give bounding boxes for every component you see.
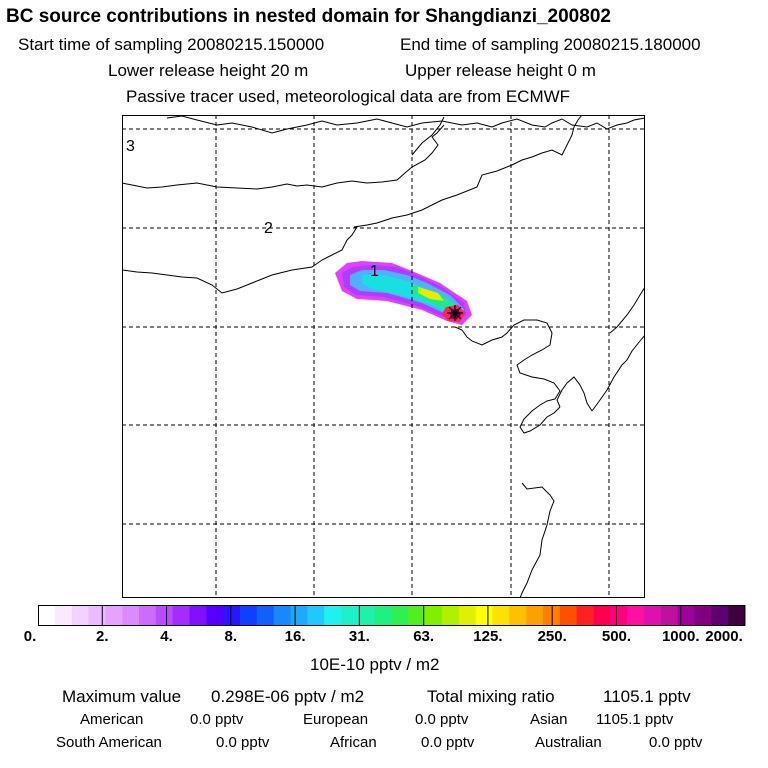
colorbar-cell — [223, 605, 241, 626]
region-value: 0.0 pptv — [190, 711, 244, 728]
border-line — [166, 115, 645, 134]
coastline — [519, 482, 555, 598]
colorbar-cell — [475, 605, 493, 626]
plot-title: BC source contributions in nested domain… — [6, 6, 611, 27]
max-value: 0.298E-06 pptv / m2 — [211, 687, 365, 706]
upper-release-label: Upper release height 0 m — [405, 61, 596, 80]
colorbar-tick-label: 1000. — [661, 628, 700, 645]
colorbar-cell — [374, 605, 392, 626]
max-value-label: Maximum value — [62, 687, 182, 706]
colorbar-cell — [694, 605, 712, 626]
colorbar-cell — [105, 605, 123, 626]
colorbar-cell — [341, 605, 359, 626]
colorbar-cell — [711, 605, 729, 626]
colorbar-cell — [644, 605, 662, 626]
colorbar-cell — [492, 605, 510, 626]
day-label-3: 3 — [126, 138, 135, 155]
colorbar-cell — [54, 605, 73, 626]
colorbar-cell — [627, 605, 645, 626]
border-line — [411, 116, 445, 156]
region-value: 0.0 pptv — [415, 711, 469, 728]
colorbar-cell — [660, 605, 679, 626]
lower-release-label: Lower release height 20 m — [108, 61, 309, 80]
receptor-star-marker — [447, 305, 463, 321]
plume-band-yellow — [422, 289, 438, 298]
map-frame — [122, 115, 645, 598]
colorbar-cell — [155, 605, 174, 626]
colorbar-cell — [139, 605, 157, 626]
colorbar-cell — [576, 605, 594, 626]
colorbar-cell — [71, 605, 89, 626]
day-label-2: 2 — [264, 220, 273, 237]
colorbar-cell — [728, 605, 746, 626]
colorbar-cell — [458, 605, 477, 626]
border-line — [122, 115, 583, 294]
colorbar-units: 10E-10 pptv / m2 — [310, 655, 440, 674]
colorbar-cell — [442, 605, 460, 626]
region-value: 0.0 pptv — [649, 734, 703, 751]
colorbar-cell — [189, 605, 207, 626]
colorbar-tick-label: 16. — [284, 628, 306, 645]
colorbar-tick-label: 125. — [473, 628, 503, 645]
colorbar-cell — [610, 605, 628, 626]
end-time-label: End time of sampling 20080215.180000 — [400, 35, 701, 54]
colorbar-cell — [122, 605, 140, 626]
colorbar-cell — [391, 605, 409, 626]
region-name: Australian — [535, 734, 602, 751]
colorbar-cell — [273, 605, 291, 626]
coastline — [556, 376, 593, 412]
region-value: 0.0 pptv — [421, 734, 475, 751]
colorbar-tick-label: 8. — [224, 628, 238, 645]
colorbar-cell — [357, 605, 376, 626]
coastline — [591, 334, 645, 412]
colorbar-tick-label: 63. — [413, 628, 435, 645]
region-name: African — [330, 734, 377, 751]
colorbar-tick-label: 500. — [601, 628, 632, 645]
colorbar-cell — [324, 605, 342, 626]
colorbar-cell — [677, 605, 695, 626]
colorbar-tick-label: 250. — [537, 628, 567, 645]
plume-footprint — [335, 261, 472, 325]
colorbar-cell — [559, 605, 578, 626]
region-name: Asian — [530, 711, 568, 728]
colorbar-cell — [593, 605, 611, 626]
colorbar-tick-label: 0. — [23, 628, 37, 645]
colorbar-cell — [425, 605, 443, 626]
colorbar-cell — [408, 605, 426, 626]
region-value: 1105.1 pptv — [596, 711, 674, 728]
colorbar-cell — [526, 605, 544, 626]
colorbar-cell — [290, 605, 308, 626]
colorbar-cell — [172, 605, 190, 626]
colorbar-frame — [38, 605, 745, 626]
colorbar-cell — [509, 605, 527, 626]
coastline — [609, 286, 645, 334]
colorbar-tick-label: 2. — [96, 628, 109, 645]
border-line — [122, 124, 445, 190]
start-time-label: Start time of sampling 20080215.150000 — [18, 35, 325, 54]
total-mixing-value: 1105.1 pptv — [603, 687, 691, 706]
tracer-note: Passive tracer used, meteorological data… — [126, 87, 571, 106]
region-name: South American — [56, 734, 162, 751]
colorbar — [38, 605, 746, 626]
colorbar-cell — [543, 605, 561, 626]
colorbar-cell — [38, 605, 56, 626]
colorbar-cell — [206, 605, 224, 626]
colorbar-tick-label: 4. — [160, 628, 173, 645]
total-mixing-label: Total mixing ratio — [427, 687, 555, 706]
region-value: 0.0 pptv — [216, 734, 270, 751]
region-name: American — [80, 711, 144, 728]
colorbar-tick-label: 31. — [348, 628, 370, 645]
map-panel: 3 2 1 — [122, 115, 645, 598]
colorbar-tick-label: 2000. — [705, 628, 743, 645]
colorbar-cell — [307, 605, 325, 626]
plume-band-cyan — [362, 275, 460, 315]
day-label-1: 1 — [370, 263, 379, 280]
coastline — [454, 319, 561, 434]
region-name: European — [303, 711, 369, 728]
colorbar-cell — [88, 605, 106, 626]
colorbar-cell — [256, 605, 275, 626]
colorbar-cell — [240, 605, 258, 626]
